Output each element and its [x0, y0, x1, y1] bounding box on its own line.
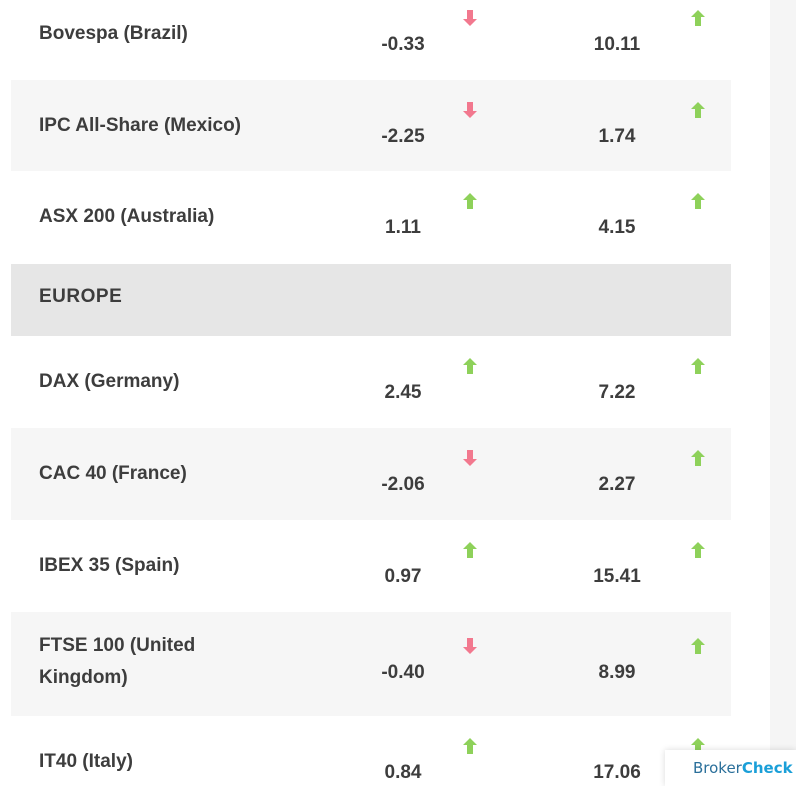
index-name: DAX (Germany) — [39, 371, 180, 392]
arrow-down-icon — [460, 100, 480, 120]
index-name: IPC All-Share (Mexico) — [39, 115, 242, 136]
return-value-2: 4.15 — [598, 217, 636, 238]
table-row: IT40 (Italy) 0.84 17.06 — [11, 716, 731, 786]
table-row: FTSE 100 (United Kingdom) -0.40 8.99 — [11, 612, 731, 716]
index-name: CAC 40 (France) — [39, 463, 187, 484]
index-name: FTSE 100 (United Kingdom) — [39, 630, 269, 694]
arrow-up-icon — [688, 448, 708, 468]
table-row: ASX 200 (Australia) 1.11 4.15 — [11, 171, 731, 264]
return-value-1: -0.40 — [381, 662, 425, 683]
arrow-up-icon — [688, 636, 708, 656]
badge-text-check: Check — [741, 759, 793, 777]
return-value-2: 17.06 — [593, 762, 641, 783]
table-row: Bovespa (Brazil) -0.33 10.11 — [11, 0, 731, 80]
table-row: DAX (Germany) 2.45 7.22 — [11, 336, 731, 428]
index-name: Bovespa (Brazil) — [39, 23, 188, 44]
index-name-line-2: Kingdom) — [39, 667, 128, 688]
table-row: IPC All-Share (Mexico) -2.25 1.74 — [11, 80, 731, 171]
arrow-up-icon — [460, 540, 480, 560]
region-label: EUROPE — [39, 286, 123, 307]
arrow-up-icon — [688, 191, 708, 211]
arrow-down-icon — [460, 448, 480, 468]
arrow-up-icon — [688, 736, 708, 756]
return-value-1: 0.84 — [384, 762, 422, 783]
arrow-up-icon — [460, 736, 480, 756]
return-value-1: -2.06 — [381, 474, 425, 495]
arrow-up-icon — [688, 8, 708, 28]
return-value-2: 15.41 — [593, 566, 641, 587]
return-value-2: 8.99 — [598, 662, 636, 683]
arrow-up-icon — [460, 356, 480, 376]
arrow-up-icon — [688, 540, 708, 560]
arrow-down-icon — [460, 636, 480, 656]
table-row: IBEX 35 (Spain) 0.97 15.41 — [11, 520, 731, 612]
region-header-row: EUROPE — [11, 264, 731, 336]
brokercheck-badge[interactable]: Broker Check — [665, 750, 796, 786]
index-name: IT40 (Italy) — [39, 751, 133, 772]
index-returns-table: Bovespa (Brazil) -0.33 10.11 IPC All-Sha… — [11, 0, 731, 786]
return-value-2: 7.22 — [598, 382, 636, 403]
index-name: IBEX 35 (Spain) — [39, 555, 180, 576]
arrow-up-icon — [688, 100, 708, 120]
arrow-down-icon — [460, 8, 480, 28]
return-value-1: 1.11 — [385, 217, 421, 238]
return-value-2: 10.11 — [593, 34, 641, 55]
arrow-up-icon — [460, 191, 480, 211]
index-name: ASX 200 (Australia) — [39, 206, 215, 227]
return-value-1: 2.45 — [384, 382, 422, 403]
return-value-2: 1.74 — [598, 126, 636, 147]
return-value-1: -2.25 — [381, 126, 425, 147]
return-value-2: 2.27 — [598, 474, 636, 495]
arrow-up-icon — [688, 356, 708, 376]
index-name-line-1: FTSE 100 (United — [39, 635, 196, 656]
badge-text-broker: Broker — [693, 759, 742, 777]
scrollbar-track[interactable] — [770, 0, 796, 786]
return-value-1: 0.97 — [384, 566, 422, 587]
return-value-1: -0.33 — [381, 34, 425, 55]
table-row: CAC 40 (France) -2.06 2.27 — [11, 428, 731, 520]
